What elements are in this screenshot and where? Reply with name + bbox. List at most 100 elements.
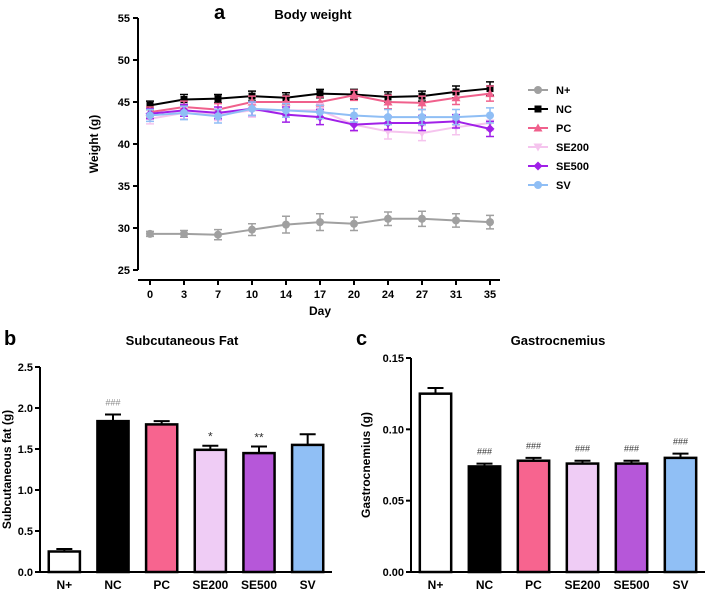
- data-point: [485, 89, 495, 98]
- x-tick-label: 14: [280, 289, 293, 301]
- bar-n-plus: [418, 392, 453, 574]
- y-tick-label: 2.0: [18, 403, 33, 415]
- y-tick-label: 0.00: [383, 567, 404, 579]
- bar-se200: [565, 462, 600, 574]
- x-tick-label: SE500: [613, 578, 649, 592]
- y-tick-label: 0.5: [18, 526, 33, 538]
- bar-nc: [467, 465, 502, 574]
- legend-marker: [534, 181, 542, 189]
- data-point: [418, 214, 426, 223]
- data-point: [384, 214, 392, 223]
- y-tick-label: 25: [118, 265, 130, 277]
- data-point: [384, 113, 392, 122]
- significance-label: ###: [575, 444, 590, 454]
- data-point: [451, 93, 461, 102]
- bar-pc: [516, 459, 551, 574]
- bar-se500: [242, 451, 276, 574]
- data-point: [146, 229, 154, 238]
- error-bar: [299, 433, 316, 445]
- legend-marker: [533, 123, 543, 132]
- x-tick-label: 27: [416, 289, 428, 301]
- data-point: [486, 218, 494, 227]
- significance-label: **: [254, 431, 264, 445]
- legend-marker: [534, 86, 542, 94]
- x-tick-label: 31: [450, 289, 462, 301]
- legend-label: N+: [556, 85, 570, 97]
- x-tick-label: SE200: [564, 578, 600, 592]
- data-point: [248, 104, 256, 113]
- x-tick-label: 20: [348, 289, 360, 301]
- significance-label: *: [208, 430, 213, 444]
- x-tick-label: N+: [56, 578, 72, 592]
- data-point: [486, 111, 494, 120]
- x-tick-label: 35: [484, 289, 496, 301]
- x-tick-label: 3: [181, 289, 187, 301]
- x-tick-label: 17: [314, 289, 326, 301]
- data-point: [180, 108, 188, 117]
- y-tick-label: 50: [118, 55, 130, 67]
- data-point: [417, 98, 427, 107]
- significance-label: ###: [673, 437, 688, 447]
- chart-title: Subcutaneous Fat: [126, 333, 239, 348]
- panel-label-c: c: [356, 328, 367, 350]
- x-tick-label: SE200: [192, 578, 228, 592]
- bar-nc: [96, 419, 130, 574]
- bar-pc: [144, 423, 179, 574]
- bar-sv: [290, 443, 325, 574]
- legend-label: SE200: [556, 142, 589, 154]
- x-tick-label: PC: [153, 578, 170, 592]
- data-point: [485, 124, 495, 134]
- bar-sv: [663, 456, 698, 574]
- y-axis-label: Weight (g): [87, 115, 101, 173]
- data-point: [214, 95, 222, 103]
- legend-label: SE500: [556, 161, 589, 173]
- data-point: [417, 129, 427, 138]
- x-tick-label: 0: [147, 289, 153, 301]
- legend-marker: [533, 161, 543, 171]
- data-point: [350, 219, 358, 228]
- data-point: [146, 101, 154, 109]
- x-tick-label: 7: [215, 289, 221, 301]
- data-point: [180, 95, 188, 103]
- y-tick-label: 1.0: [18, 485, 33, 497]
- y-tick-label: 1.5: [18, 444, 33, 456]
- y-tick-label: 35: [118, 181, 130, 193]
- legend-marker: [533, 143, 543, 152]
- y-tick-label: 0.05: [383, 496, 404, 508]
- x-tick-label: NC: [104, 578, 122, 592]
- data-point: [180, 229, 188, 238]
- data-point: [214, 112, 222, 121]
- data-point: [282, 106, 290, 115]
- bar-se500: [614, 462, 649, 574]
- significance-label: ###: [105, 398, 120, 408]
- data-point: [316, 218, 324, 227]
- x-tick-label: SE500: [241, 578, 277, 592]
- legend-label: NC: [556, 104, 572, 116]
- panel-label-b: b: [4, 328, 16, 350]
- y-tick-label: 45: [118, 97, 130, 109]
- significance-label: ###: [624, 444, 639, 454]
- data-point: [418, 113, 426, 122]
- x-tick-label: N+: [428, 578, 444, 592]
- x-tick-label: 10: [246, 289, 258, 301]
- y-tick-label: 40: [118, 139, 130, 151]
- series-n-plus: [146, 210, 494, 241]
- y-tick-label: 2.5: [18, 362, 33, 374]
- y-tick-label: 0.10: [383, 424, 404, 436]
- x-tick-label: 24: [382, 289, 395, 301]
- series-sv: [146, 101, 494, 126]
- legend-label: PC: [556, 123, 571, 135]
- significance-label: ###: [526, 441, 541, 451]
- y-axis-label: Subcutaneous fat (g): [0, 410, 14, 529]
- data-point: [452, 113, 460, 122]
- data-point: [316, 90, 324, 98]
- chart-title: Gastrocnemius: [511, 333, 606, 348]
- bar-n-plus: [47, 550, 82, 574]
- x-tick-label: SV: [672, 578, 688, 592]
- y-tick-label: 0.0: [18, 567, 33, 579]
- data-point: [383, 97, 393, 106]
- data-point: [350, 111, 358, 120]
- x-axis-label: Day: [309, 304, 331, 318]
- chart-title: Body weight: [274, 7, 352, 22]
